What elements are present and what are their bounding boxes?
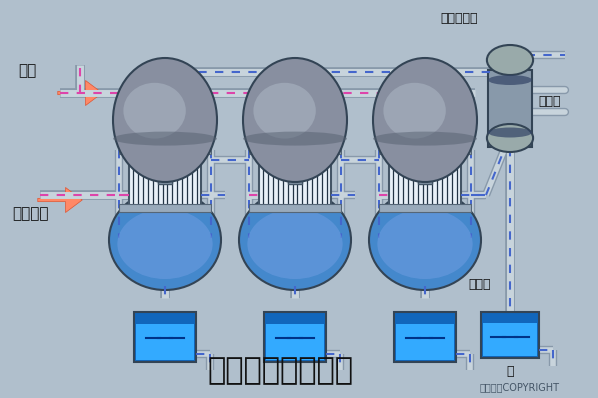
Ellipse shape: [113, 132, 217, 146]
Ellipse shape: [487, 124, 533, 152]
Ellipse shape: [243, 132, 347, 146]
Bar: [481, 312, 539, 358]
Ellipse shape: [123, 83, 186, 139]
Ellipse shape: [373, 132, 477, 146]
Bar: [158, 168, 172, 184]
Bar: [379, 204, 471, 212]
Ellipse shape: [488, 75, 532, 85]
Ellipse shape: [113, 58, 217, 182]
Bar: [249, 146, 341, 154]
Bar: [394, 312, 456, 362]
Bar: [129, 150, 201, 208]
Ellipse shape: [117, 209, 213, 279]
Ellipse shape: [109, 190, 221, 290]
Ellipse shape: [254, 83, 316, 139]
Bar: [288, 168, 302, 184]
Bar: [119, 204, 211, 212]
Bar: [418, 168, 432, 184]
Bar: [379, 146, 471, 154]
Ellipse shape: [377, 209, 472, 279]
Text: 冷却水: 冷却水: [538, 95, 560, 108]
Ellipse shape: [369, 190, 481, 290]
Ellipse shape: [239, 190, 351, 290]
Text: 平流加料蒸发流程: 平流加料蒸发流程: [207, 356, 353, 385]
Bar: [136, 324, 194, 360]
Bar: [396, 324, 454, 360]
Bar: [389, 150, 461, 208]
Bar: [134, 312, 196, 362]
Text: 水: 水: [506, 365, 514, 378]
Bar: [264, 312, 326, 362]
Text: 不凝性气体: 不凝性气体: [440, 12, 477, 25]
Ellipse shape: [488, 127, 532, 137]
Bar: [259, 150, 331, 208]
Text: 加热蒸汽: 加热蒸汽: [12, 206, 48, 221]
Ellipse shape: [487, 45, 533, 75]
Ellipse shape: [248, 209, 343, 279]
Bar: [266, 324, 324, 360]
Bar: [119, 146, 211, 154]
Text: 料液: 料液: [18, 63, 36, 78]
Bar: [488, 70, 532, 147]
Bar: [483, 323, 537, 356]
Ellipse shape: [243, 58, 347, 182]
Ellipse shape: [383, 83, 446, 139]
Text: 东方仿真COPYRIGHT: 东方仿真COPYRIGHT: [480, 382, 560, 392]
Text: 集水池: 集水池: [468, 278, 490, 291]
Bar: [249, 204, 341, 212]
Ellipse shape: [373, 58, 477, 182]
